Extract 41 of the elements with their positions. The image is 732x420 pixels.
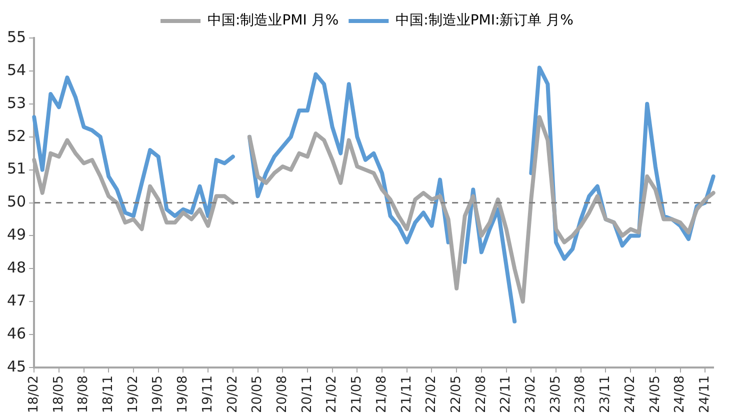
y-tick-label: 48 — [6, 258, 26, 277]
y-tick-label: 47 — [6, 292, 26, 310]
x-tick-label: 24/08 — [672, 376, 688, 414]
x-tick-label: 21/11 — [399, 376, 414, 414]
y-tick-label: 51 — [6, 160, 26, 178]
x-tick-label: 21/02 — [324, 376, 340, 414]
y-tick-label: 46 — [6, 324, 26, 342]
x-tick-label: 21/05 — [350, 376, 365, 414]
legend-label: 中国:制造业PMI 月% — [208, 12, 339, 29]
x-tick-label: 18/08 — [76, 376, 92, 414]
x-tick-label: 22/11 — [498, 376, 514, 414]
x-tick-label: 24/11 — [697, 376, 712, 414]
x-tick-label: 20/05 — [250, 376, 266, 414]
x-tick-label: 19/05 — [150, 376, 166, 414]
x-tick-label: 22/02 — [424, 376, 440, 414]
x-tick-label: 23/08 — [573, 376, 588, 414]
x-tick-label: 22/08 — [474, 376, 489, 414]
y-tick-label: 53 — [6, 94, 26, 112]
y-tick-label: 49 — [6, 226, 26, 244]
x-tick-label: 20/02 — [225, 376, 240, 414]
y-tick-label: 45 — [6, 357, 26, 376]
x-tick-label: 20/08 — [274, 376, 290, 414]
x-tick-label: 23/05 — [548, 376, 564, 414]
x-tick-label: 24/02 — [622, 376, 638, 414]
x-tick-label: 24/05 — [648, 376, 663, 414]
x-tick-label: 23/02 — [524, 376, 539, 414]
x-tick-label: 23/11 — [598, 376, 614, 414]
y-tick-label: 52 — [6, 126, 26, 145]
y-tick-label: 54 — [6, 60, 26, 79]
x-tick-label: 18/11 — [101, 376, 116, 414]
x-tick-label: 18/02 — [26, 376, 42, 414]
x-tick-label: 19/02 — [126, 376, 141, 414]
x-tick-label: 20/11 — [300, 376, 315, 414]
y-tick-label: 50 — [6, 192, 26, 211]
x-tick-label: 19/11 — [200, 376, 216, 414]
x-tick-label: 21/08 — [374, 376, 390, 414]
x-tick-label: 18/05 — [51, 376, 66, 414]
x-tick-label: 19/08 — [176, 376, 191, 414]
x-tick-label: 22/05 — [448, 376, 464, 414]
legend-label: 中国:制造业PMI:新订单 月% — [396, 12, 574, 29]
y-tick-label: 55 — [6, 28, 26, 46]
